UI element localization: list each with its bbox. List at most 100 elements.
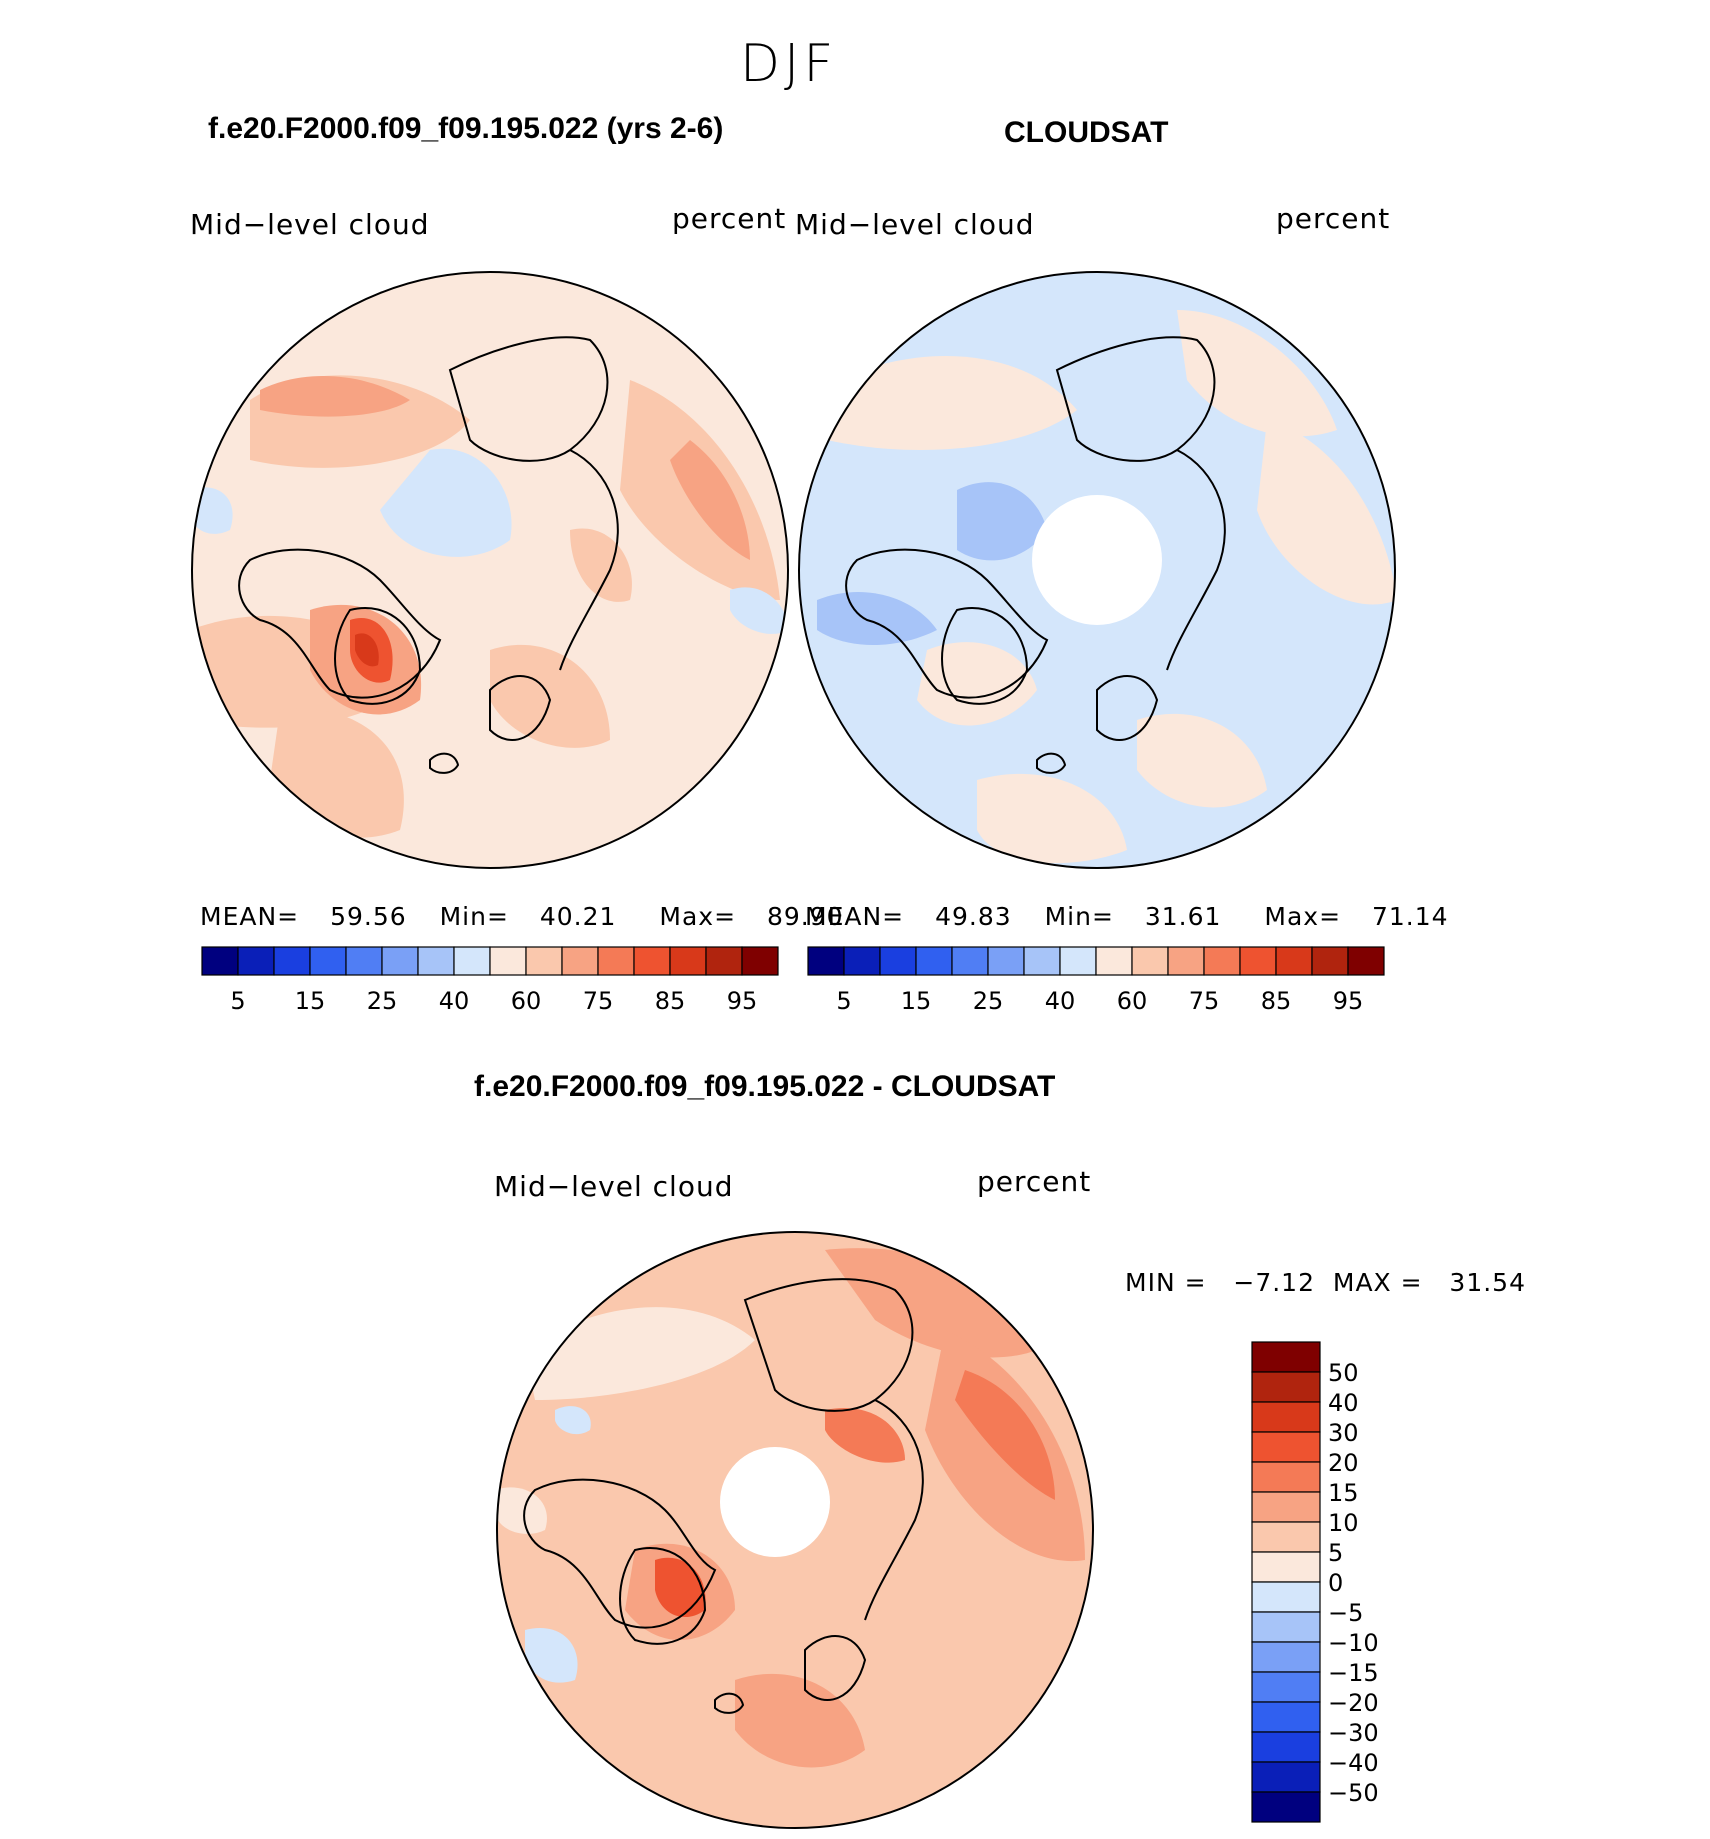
panel-c-colorbar-tick-7: 0 [1328, 1569, 1343, 1597]
map-b-contour-canada-blue [817, 591, 937, 645]
panel-b-colorbar-box-7 [1059, 946, 1097, 976]
panel-a-colorbar-tick-2: 25 [367, 987, 398, 1015]
panel-b-colorbar-box-2 [879, 946, 917, 976]
panel-a-colorbar-tick-0: 5 [230, 987, 245, 1015]
panel-c-title: f.e20.F2000.f09_f09.195.022 - CLOUDSAT [474, 1070, 1056, 1103]
panel-a-colorbar-tick-6: 85 [655, 987, 686, 1015]
panel-a-colorbar-box-4 [345, 946, 383, 976]
panel-b-stats: MEAN= 49.83 Min= 31.61 Max= 71.14 [805, 902, 1449, 931]
map-b-coast-greenland [941, 607, 1029, 705]
panel-c-colorbar-box-11 [1251, 1671, 1321, 1703]
map-c-coastlines [523, 1278, 924, 1714]
map-c-contour-atlantic [735, 1673, 865, 1768]
panel-b-colorbar-tick-0: 5 [836, 987, 851, 1015]
panel-b-colorbar-box-8 [1095, 946, 1133, 976]
panel-c-colorbar-box-1 [1251, 1371, 1321, 1403]
panel-a-colorbar-box-8 [489, 946, 527, 976]
map-b-contour-arctic-archipelago [957, 482, 1047, 561]
map-b-contour-europe [1137, 713, 1267, 808]
map-b-contour-greenland [917, 642, 1037, 726]
map-c-coast-north-america [523, 1478, 717, 1629]
panel-c-colorbar-tick-10: −15 [1328, 1659, 1379, 1687]
panel-b-units: percent [1276, 202, 1391, 235]
panel-b-colorbar-box-0 [807, 946, 845, 976]
map-c-contour-blue-patch [525, 1628, 578, 1683]
panel-c-colorbar-tick-11: −20 [1328, 1689, 1379, 1717]
panel-a-colorbar-box-10 [561, 946, 599, 976]
panel-a-title: f.e20.F2000.f09_f09.195.022 (yrs 2-6) [208, 112, 724, 145]
panel-b-colorbar-box-15 [1347, 946, 1385, 976]
map-a-coast-siberia-east [448, 336, 609, 462]
map-b-coast-scandinavia [1096, 675, 1159, 741]
map-a-border [191, 271, 789, 869]
panel-b-max-value: 71.14 [1372, 902, 1449, 931]
panel-b-min-label: Min= [1044, 902, 1114, 931]
panel-c-colorbar-tick-2: 30 [1328, 1419, 1359, 1447]
panel-a-colorbar-box-9 [525, 946, 563, 976]
panel-c-colorbar-tick-9: −10 [1328, 1629, 1379, 1657]
panel-c-colorbar-tick-1: 40 [1328, 1389, 1359, 1417]
map-b-coast-north-america [845, 548, 1049, 699]
map-panel-a [191, 271, 789, 869]
panel-a-colorbar-tick-5: 75 [583, 987, 614, 1015]
panel-a-variable: Mid−level cloud [190, 208, 430, 241]
panel-b-colorbar-tick-5: 75 [1189, 987, 1220, 1015]
season-title: DJF [740, 34, 838, 94]
panel-c-colorbar-tick-5: 10 [1328, 1509, 1359, 1537]
panel-a-mean-value: 59.56 [330, 902, 407, 931]
panel-a-colorbar-box-7 [453, 946, 491, 976]
map-a-coastlines [238, 336, 619, 774]
map-a-contour-east-blue [730, 587, 788, 634]
panel-b-colorbar-tick-3: 40 [1045, 987, 1076, 1015]
map-panel-c [496, 1231, 1094, 1829]
panel-b-variable: Mid−level cloud [795, 208, 1035, 241]
map-c-coast-russia [864, 1399, 924, 1621]
map-c-contour-siberia-inner [955, 1370, 1055, 1500]
panel-c-colorbar-box-13 [1251, 1731, 1321, 1763]
map-a-contour-siberia-inner [670, 440, 750, 560]
panel-b-mean-value: 49.83 [935, 902, 1012, 931]
map-c-coast-iceland [714, 1692, 745, 1714]
panel-b-colorbar-tick-7: 95 [1333, 987, 1364, 1015]
panel-c-colorbar-box-2 [1251, 1401, 1321, 1433]
map-c-contour-bering [497, 1487, 547, 1534]
map-c-contour-greenland-peak [655, 1557, 706, 1618]
panel-c-colorbar-box-3 [1251, 1431, 1321, 1463]
panel-b-colorbar-box-3 [915, 946, 953, 976]
panel-c-colorbar-box-9 [1251, 1611, 1321, 1643]
panel-c-colorbar-tick-13: −40 [1328, 1749, 1379, 1777]
panel-a-colorbar-box-5 [381, 946, 419, 976]
panel-a-colorbar-box-6 [417, 946, 455, 976]
panel-c-colorbar-box-7 [1251, 1551, 1321, 1583]
map-b-coastlines [845, 336, 1226, 774]
panel-a-min-label: Min= [439, 902, 509, 931]
panel-c-colorbar-box-5 [1251, 1491, 1321, 1523]
panel-b-title: CLOUDSAT [1004, 116, 1169, 149]
panel-a-colorbar-box-14 [705, 946, 743, 976]
panel-c-colorbar-tick-0: 50 [1328, 1359, 1359, 1387]
panel-c-colorbar-tick-3: 20 [1328, 1449, 1359, 1477]
panel-a-colorbar-box-12 [633, 946, 671, 976]
map-b-border [798, 271, 1396, 869]
map-b-coast-siberia-east [1055, 336, 1216, 462]
panel-c-variable: Mid−level cloud [494, 1170, 734, 1203]
panel-c-colorbar-box-6 [1251, 1521, 1321, 1553]
map-c-coast-greenland [619, 1547, 707, 1645]
panel-c-colorbar-box-12 [1251, 1701, 1321, 1733]
panel-b-colorbar-box-13 [1275, 946, 1313, 976]
panel-c-colorbar-box-4 [1251, 1461, 1321, 1493]
panel-a-max-value: 89.90 [767, 902, 844, 931]
map-c-contour-blue-small [555, 1406, 591, 1435]
panel-c-colorbar-tick-6: 5 [1328, 1539, 1343, 1567]
panel-a-colorbar-box-0 [201, 946, 239, 976]
map-c-contour-alaska [825, 1248, 1055, 1358]
panel-c-colorbar-box-14 [1251, 1761, 1321, 1793]
map-a-coast-scandinavia [489, 675, 552, 741]
colorbar-panel-a: 5 15 25 40 60 75 85 95 [201, 946, 779, 1015]
panel-b-min-value: 31.61 [1144, 902, 1222, 931]
panel-b-max-label: Max= [1264, 902, 1342, 931]
map-a-coast-russia [559, 449, 619, 671]
panel-a-colorbar-box-2 [273, 946, 311, 976]
panel-c-colorbar-tick-4: 15 [1328, 1479, 1359, 1507]
panel-a-colorbar-box-3 [309, 946, 347, 976]
